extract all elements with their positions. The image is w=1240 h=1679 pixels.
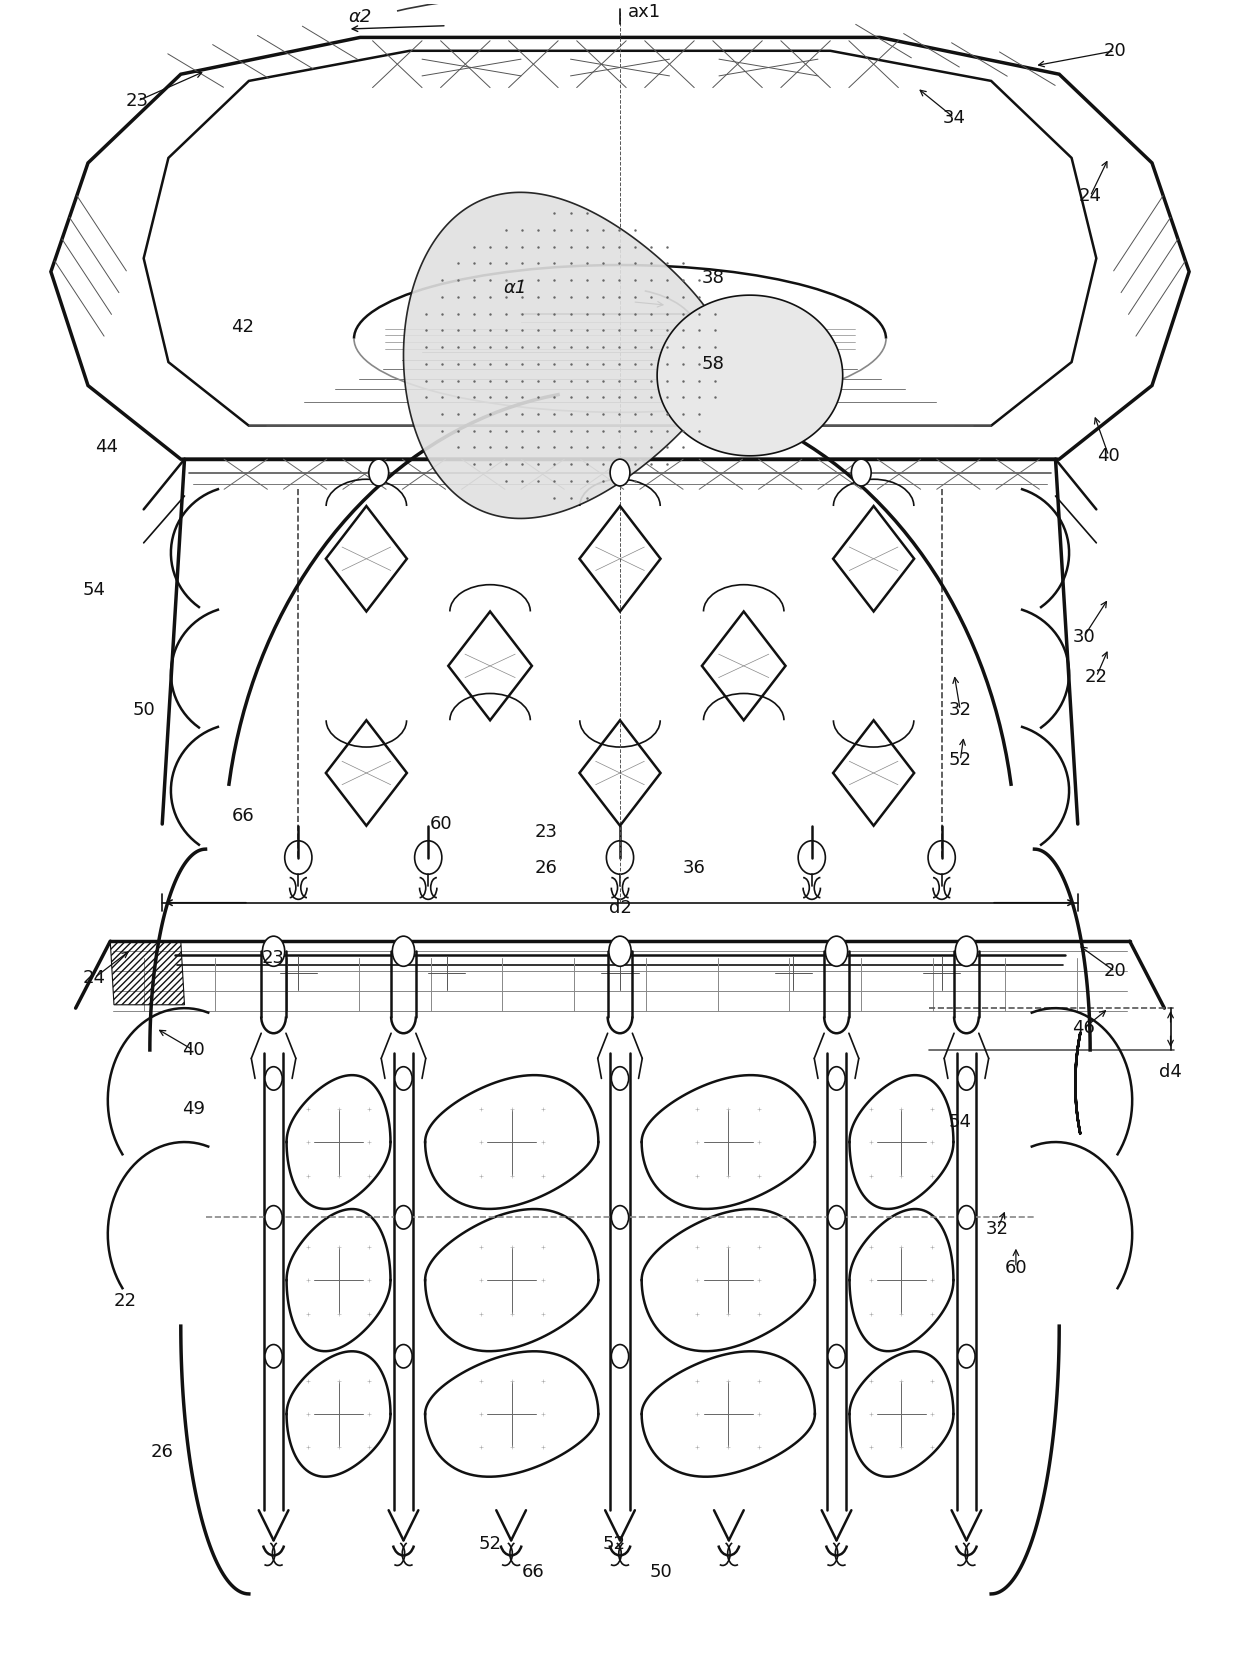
Text: 20: 20 <box>1104 962 1126 981</box>
Text: 49: 49 <box>181 1100 205 1118</box>
Circle shape <box>611 1066 629 1090</box>
Text: 60: 60 <box>1004 1259 1027 1276</box>
Text: 66: 66 <box>522 1563 544 1582</box>
Text: 50: 50 <box>650 1563 672 1582</box>
Text: 26: 26 <box>151 1442 174 1461</box>
Text: 23: 23 <box>126 92 149 111</box>
Text: 52: 52 <box>949 752 972 769</box>
Text: ax1: ax1 <box>629 3 661 22</box>
Circle shape <box>392 937 414 967</box>
Circle shape <box>263 937 285 967</box>
Text: 38: 38 <box>702 269 724 287</box>
Text: 40: 40 <box>182 1041 205 1059</box>
Text: 20: 20 <box>1104 42 1126 60</box>
Text: α1: α1 <box>503 279 527 297</box>
Text: 46: 46 <box>1073 1019 1095 1038</box>
Text: 42: 42 <box>231 317 254 336</box>
Text: 32: 32 <box>949 702 972 719</box>
Circle shape <box>265 1206 283 1229</box>
Text: 50: 50 <box>133 702 155 719</box>
Text: 23: 23 <box>262 949 285 967</box>
Circle shape <box>828 1066 846 1090</box>
Text: 66: 66 <box>232 806 254 824</box>
Text: 52: 52 <box>479 1535 502 1553</box>
Circle shape <box>955 937 977 967</box>
Circle shape <box>828 1345 846 1368</box>
Text: 60: 60 <box>429 814 451 833</box>
Circle shape <box>394 1345 412 1368</box>
Circle shape <box>826 937 848 967</box>
Text: 30: 30 <box>1073 628 1095 646</box>
Polygon shape <box>403 193 725 519</box>
Text: 40: 40 <box>1097 447 1120 465</box>
Text: d4: d4 <box>1159 1063 1182 1081</box>
Text: 23: 23 <box>534 823 557 841</box>
Text: 22: 22 <box>114 1293 136 1310</box>
Circle shape <box>611 1345 629 1368</box>
Circle shape <box>394 1206 412 1229</box>
Text: α2: α2 <box>348 8 372 27</box>
Circle shape <box>611 1206 629 1229</box>
Text: 44: 44 <box>95 438 118 457</box>
Circle shape <box>609 937 631 967</box>
Polygon shape <box>657 296 843 455</box>
Circle shape <box>957 1066 975 1090</box>
Circle shape <box>265 1066 283 1090</box>
Text: d2: d2 <box>609 898 631 917</box>
Text: 24: 24 <box>1079 188 1101 205</box>
Circle shape <box>394 1066 412 1090</box>
Circle shape <box>610 458 630 485</box>
Text: 36: 36 <box>683 858 706 876</box>
Circle shape <box>852 458 872 485</box>
Text: 32: 32 <box>986 1221 1009 1237</box>
Text: 54: 54 <box>949 1113 972 1132</box>
Circle shape <box>957 1345 975 1368</box>
Text: 24: 24 <box>83 969 105 987</box>
Circle shape <box>957 1206 975 1229</box>
Text: 52: 52 <box>603 1535 625 1553</box>
Circle shape <box>828 1206 846 1229</box>
Text: 26: 26 <box>534 858 557 876</box>
Circle shape <box>368 458 388 485</box>
Text: 22: 22 <box>1085 668 1107 685</box>
Text: 54: 54 <box>83 581 105 599</box>
Text: 58: 58 <box>702 354 724 373</box>
Circle shape <box>265 1345 283 1368</box>
Text: 34: 34 <box>942 109 966 126</box>
